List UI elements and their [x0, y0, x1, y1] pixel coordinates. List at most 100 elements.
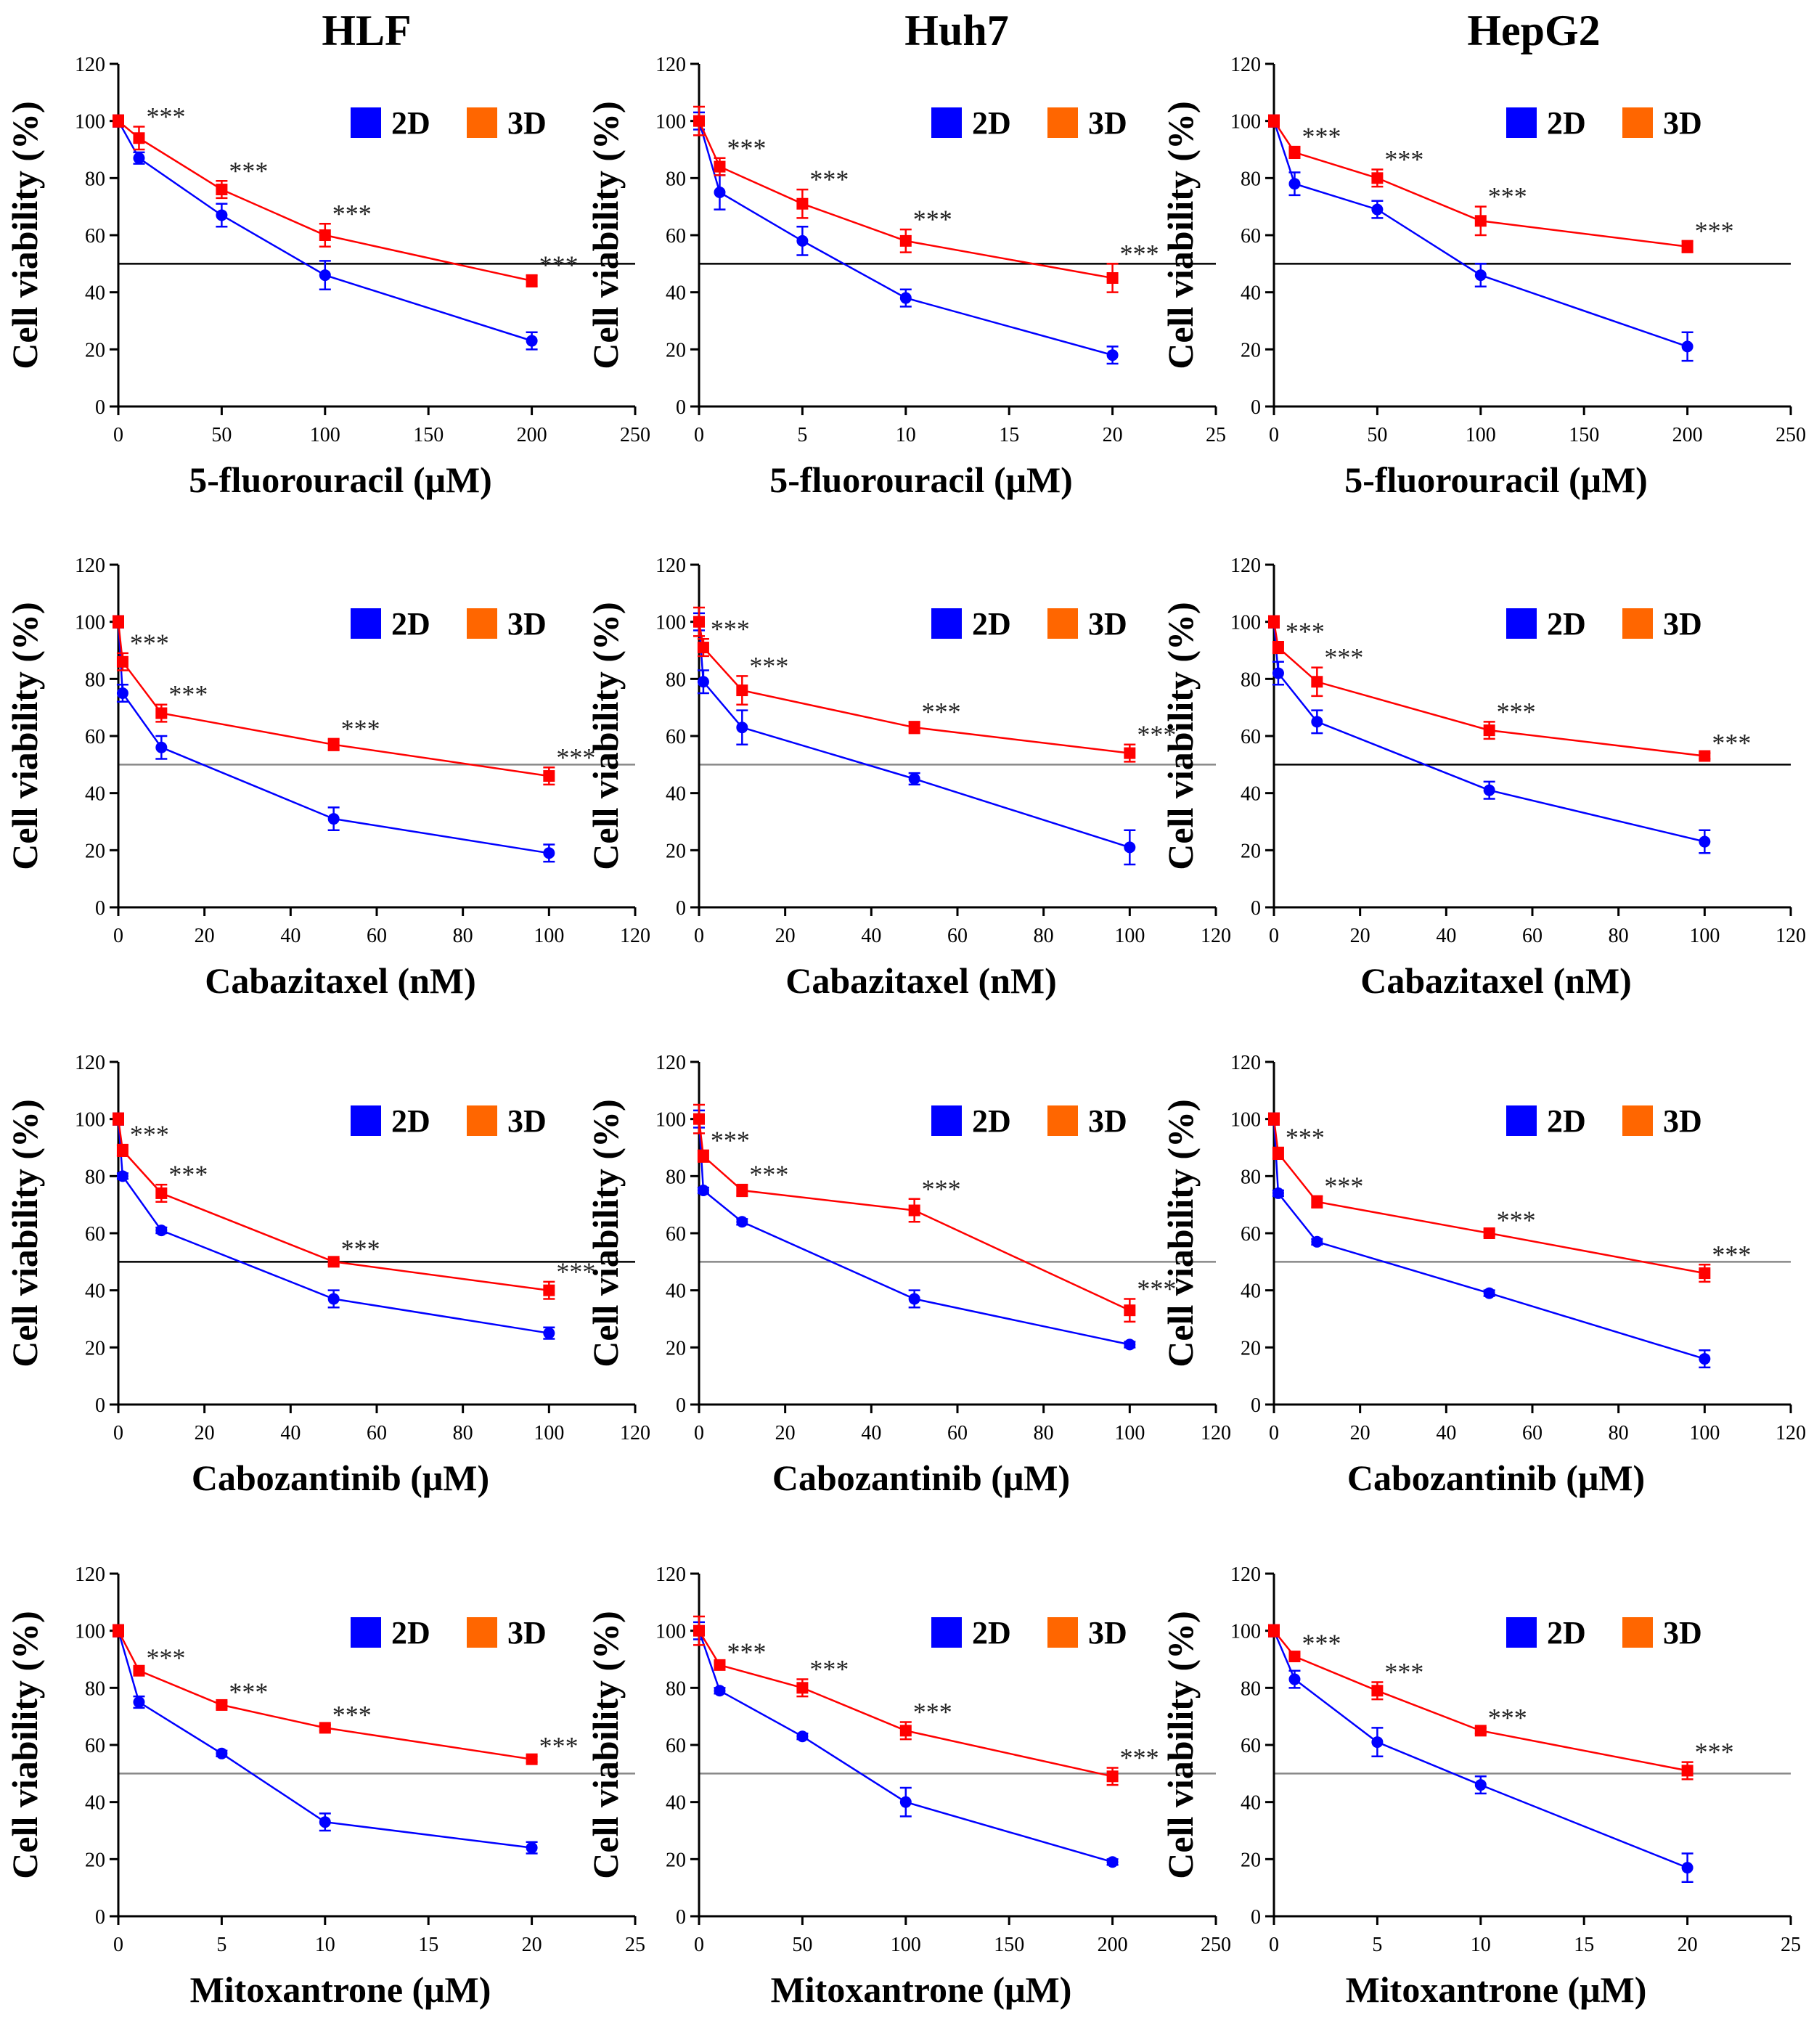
y-tick-label: 100: [655, 1109, 686, 1132]
data-point-2d: [1272, 1187, 1284, 1199]
y-tick-label: 20: [1241, 339, 1261, 361]
data-point-3d: [899, 234, 912, 247]
data-point-2d: [1699, 1353, 1711, 1365]
x-tick-label: 0: [113, 1934, 123, 1956]
x-tick-label: 10: [1471, 1934, 1491, 1956]
x-axis-label: Cabozantinib (μM): [772, 1458, 1070, 1498]
legend-label-3d: 3D: [1088, 606, 1127, 642]
x-tick-label: 25: [625, 1934, 645, 1956]
data-point-2d: [216, 1747, 228, 1759]
significance-marker: ***: [168, 680, 208, 709]
y-tick-label: 20: [85, 339, 105, 361]
x-tick-label: 0: [1269, 424, 1279, 446]
data-point-3d: [697, 642, 709, 654]
x-tick-label: 20: [775, 925, 796, 947]
chart-panel-5: 0 20 40 60 80 100 120 0 20 40 60 80 100 120 Cabazitaxe…: [585, 555, 1231, 1001]
data-point-3d: [1288, 1651, 1301, 1663]
x-tick-label: 200: [1098, 1934, 1128, 1956]
significance-marker: ***: [711, 1126, 750, 1155]
column-title-hepg2: HepG2: [1467, 7, 1600, 54]
significance-marker: ***: [1695, 216, 1734, 245]
data-point-3d: [693, 1113, 705, 1125]
y-tick-label: 0: [1251, 897, 1261, 920]
x-tick-label: 0: [113, 925, 123, 947]
x-tick-label: 100: [310, 424, 340, 446]
data-point-2d: [543, 1327, 555, 1339]
significance-marker: ***: [1324, 1172, 1363, 1201]
series-line-2d: [1272, 1630, 1688, 1869]
data-point-3d: [1268, 616, 1280, 628]
significance-marker: ***: [332, 199, 372, 228]
legend-swatch-3d: [1622, 1105, 1653, 1136]
y-axis-label: Cell viability (%): [1160, 1611, 1201, 1879]
data-point-2d: [1483, 784, 1495, 796]
data-point-2d: [1311, 1235, 1323, 1248]
x-tick-label: 250: [1776, 424, 1806, 446]
legend-swatch-3d: [467, 1105, 497, 1136]
x-tick-label: 60: [367, 1422, 387, 1444]
x-tick-label: 120: [620, 925, 650, 947]
significance-marker: ***: [146, 1643, 185, 1672]
data-point-3d: [216, 184, 228, 196]
y-tick-label: 60: [1241, 726, 1261, 748]
y-axis-label: Cell viability (%): [585, 101, 626, 369]
x-tick-label: 20: [522, 1934, 542, 1956]
legend-label-2d: 2D: [391, 606, 430, 642]
legend-swatch-3d: [1622, 107, 1653, 138]
data-point-2d: [526, 335, 538, 347]
data-point-3d: [1268, 115, 1280, 127]
significance-marker: ***: [727, 1638, 766, 1667]
y-tick-label: 80: [666, 1677, 686, 1700]
data-point-3d: [1288, 146, 1301, 158]
data-point-3d: [693, 616, 705, 628]
y-tick-label: 60: [85, 1223, 105, 1246]
x-tick-label: 20: [1103, 424, 1123, 446]
x-tick-label: 60: [367, 925, 387, 947]
x-tick-label: 15: [1574, 1934, 1594, 1956]
data-point-3d: [327, 1256, 340, 1268]
x-tick-label: 120: [1776, 1422, 1806, 1444]
x-tick-label: 150: [1569, 424, 1599, 446]
x-tick-label: 60: [1522, 1422, 1543, 1444]
legend-label-3d: 3D: [1663, 606, 1702, 642]
y-tick-label: 0: [95, 1394, 105, 1417]
data-point-2d: [1681, 340, 1694, 353]
y-tick-label: 0: [1251, 1394, 1261, 1417]
legend-label-3d: 3D: [1663, 1615, 1702, 1651]
y-tick-label: 0: [676, 396, 686, 419]
y-tick-label: 40: [666, 282, 686, 305]
data-point-3d: [116, 1144, 128, 1156]
y-tick-label: 20: [1241, 1849, 1261, 1871]
significance-marker: ***: [332, 1700, 372, 1729]
x-tick-label: 15: [999, 424, 1019, 446]
data-point-2d: [1681, 1862, 1694, 1874]
data-point-3d: [155, 707, 168, 719]
x-axis-label: 5-fluorouracil (μM): [769, 459, 1073, 500]
y-tick-label: 120: [75, 54, 105, 76]
data-point-3d: [113, 1624, 124, 1637]
y-tick-label: 120: [1230, 1052, 1261, 1074]
significance-marker: ***: [1712, 1240, 1751, 1269]
chart-panel-10: 0 20 40 60 80 100 120 0 5 10 15 20 25 Mitoxantrone (μ…: [4, 1563, 645, 2010]
chart-panel-2: 0 20 40 60 80 100 120 0 5 10 15 20 25 5-fluorouracil …: [585, 54, 1226, 500]
data-point-2d: [1288, 1673, 1301, 1685]
y-tick-label: 0: [676, 897, 686, 920]
y-tick-label: 40: [666, 783, 686, 806]
y-tick-label: 40: [85, 1280, 105, 1303]
legend-label-2d: 2D: [1547, 606, 1586, 642]
legend-label-2d: 2D: [391, 1615, 430, 1651]
y-tick-label: 20: [1241, 840, 1261, 862]
x-tick-label: 40: [861, 925, 881, 947]
legend-label-3d: 3D: [1088, 105, 1127, 141]
x-tick-label: 5: [216, 1934, 226, 1956]
data-point-3d: [1268, 1113, 1280, 1125]
x-tick-label: 20: [1350, 1422, 1370, 1444]
data-point-3d: [1483, 1227, 1495, 1239]
x-tick-label: 50: [792, 1934, 812, 1956]
data-point-3d: [693, 1624, 705, 1637]
legend-swatch-2d: [931, 608, 962, 639]
significance-marker: ***: [229, 156, 268, 185]
y-tick-label: 20: [1241, 1337, 1261, 1360]
x-tick-label: 15: [418, 1934, 438, 1956]
data-point-3d: [543, 1284, 555, 1296]
